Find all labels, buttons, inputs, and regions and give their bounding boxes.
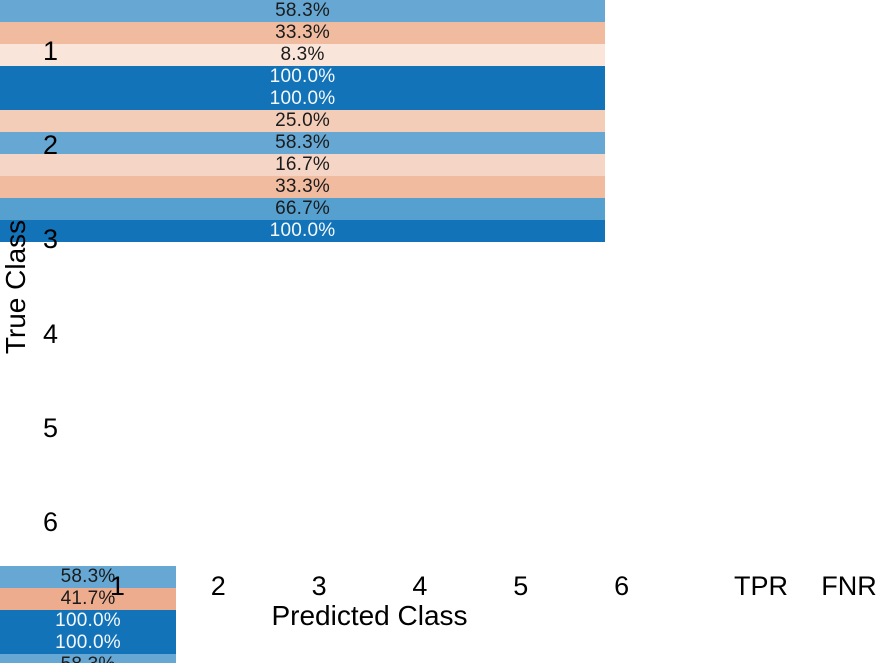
x-tick-label: 6 <box>614 571 630 601</box>
matrix-cell: 8.3% <box>0 44 605 66</box>
matrix-cell: 25.0% <box>0 110 605 132</box>
matrix-cell: 100.0% <box>0 220 605 242</box>
y-tick-label: 4 <box>42 318 58 349</box>
x-tick-label: 5 <box>513 571 529 601</box>
matrix-cell: 16.7% <box>0 154 605 176</box>
x-tick-label: 4 <box>412 571 428 601</box>
x-axis-tick-labels: 1 2 3 4 5 6 <box>67 571 672 603</box>
y-tick-label: 2 <box>42 129 58 160</box>
summary-column-labels: TPR FNR <box>717 571 893 603</box>
summary-column-label: TPR <box>734 571 788 601</box>
summary-cell: 58.3% <box>0 566 176 588</box>
y-axis-title-box: True Class <box>0 4 32 570</box>
matrix-cell: 33.3% <box>0 176 605 198</box>
x-tick-label: 1 <box>109 571 125 601</box>
matrix-cell: 100.0% <box>0 66 605 88</box>
x-tick-label: 3 <box>311 571 327 601</box>
summary-cell: 41.7% <box>0 588 176 610</box>
matrix-cell: 100.0% <box>0 88 605 110</box>
matrix-cell: 33.3% <box>0 22 605 44</box>
y-tick-label: 3 <box>42 224 58 255</box>
y-axis-title: True Class <box>0 219 32 355</box>
summary-column-label: FNR <box>821 571 877 601</box>
x-axis-title: Predicted Class <box>271 600 468 631</box>
y-tick-label: 6 <box>42 507 58 538</box>
matrix-cell: 58.3% <box>0 132 605 154</box>
summary-cell: 100.0% <box>0 610 176 632</box>
summary-cell: 58.3% <box>0 654 176 663</box>
matrix-cell: 66.7% <box>0 198 605 220</box>
matrix-cell: 58.3% <box>0 0 605 22</box>
summary-cell: 100.0% <box>0 632 176 654</box>
confusion-matrix-grid: 58.3% 33.3% 8.3% 100.0% 100.0% 25.0% 58.3% 16.7… <box>0 0 605 242</box>
y-tick-label: 1 <box>42 35 58 66</box>
x-tick-label: 2 <box>210 571 226 601</box>
y-axis-tick-labels: 1 2 3 4 5 6 <box>30 4 63 570</box>
row-summary-grid: 58.3%41.7%100.0%100.0%58.3%41.7%66.7%33.… <box>0 566 176 663</box>
y-tick-label: 5 <box>42 412 58 443</box>
